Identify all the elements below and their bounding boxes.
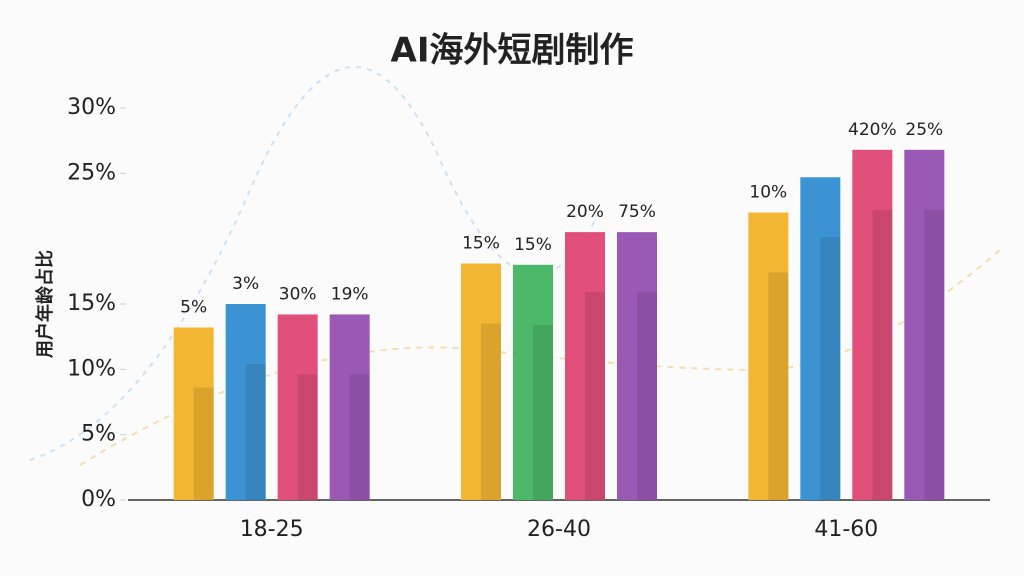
y-tick-label: 5% bbox=[81, 422, 116, 447]
bar-annotation: 19% bbox=[331, 284, 369, 304]
bar bbox=[277, 314, 318, 500]
bar-shade bbox=[245, 364, 266, 500]
bar-shade bbox=[820, 237, 841, 500]
bar bbox=[748, 212, 789, 501]
bar-annotation: 30% bbox=[279, 284, 317, 304]
y-tick-label: 0% bbox=[81, 487, 116, 512]
bar-annotation: 15% bbox=[514, 235, 552, 255]
bar bbox=[461, 263, 501, 500]
bar-shade bbox=[349, 374, 370, 500]
x-tick-label: 41-60 bbox=[814, 517, 878, 542]
bar-annotation: 75% bbox=[618, 202, 656, 222]
bar-shade bbox=[193, 387, 214, 500]
x-tick-label: 18-25 bbox=[240, 517, 304, 542]
y-tick-label: 10% bbox=[67, 356, 116, 381]
bar bbox=[852, 149, 893, 500]
bar-shade bbox=[481, 323, 501, 500]
bar-shade bbox=[872, 209, 893, 500]
y-axis-label: 用户年龄占比 bbox=[34, 250, 56, 358]
bar bbox=[617, 232, 657, 500]
bar bbox=[904, 149, 945, 500]
bar-shade bbox=[533, 324, 553, 500]
bar-shade bbox=[924, 209, 945, 500]
x-tick-label: 26-40 bbox=[527, 517, 591, 542]
bar bbox=[565, 232, 605, 500]
bar-annotation: 10% bbox=[749, 183, 787, 203]
bar-annotation: 420% bbox=[848, 120, 897, 140]
bar bbox=[513, 264, 553, 500]
y-tick-label: 30% bbox=[67, 95, 116, 120]
bar bbox=[800, 177, 841, 500]
y-tick-label: 25% bbox=[67, 160, 116, 185]
y-tick-label: 15% bbox=[67, 291, 116, 316]
bar bbox=[173, 327, 214, 500]
bar-annotation: 5% bbox=[180, 298, 207, 318]
bar-shade bbox=[768, 272, 789, 500]
bar bbox=[225, 304, 266, 500]
bar-annotation: 3% bbox=[232, 274, 259, 294]
bar bbox=[329, 314, 370, 500]
bar-annotation: 25% bbox=[905, 120, 943, 140]
bar-annotation: 15% bbox=[462, 233, 500, 253]
bar-shade bbox=[637, 292, 657, 500]
bar-shade bbox=[297, 374, 318, 500]
chart-title: AI海外短剧制作 bbox=[391, 31, 634, 71]
bar-annotation: 20% bbox=[566, 202, 604, 222]
bar-shade bbox=[585, 292, 605, 500]
